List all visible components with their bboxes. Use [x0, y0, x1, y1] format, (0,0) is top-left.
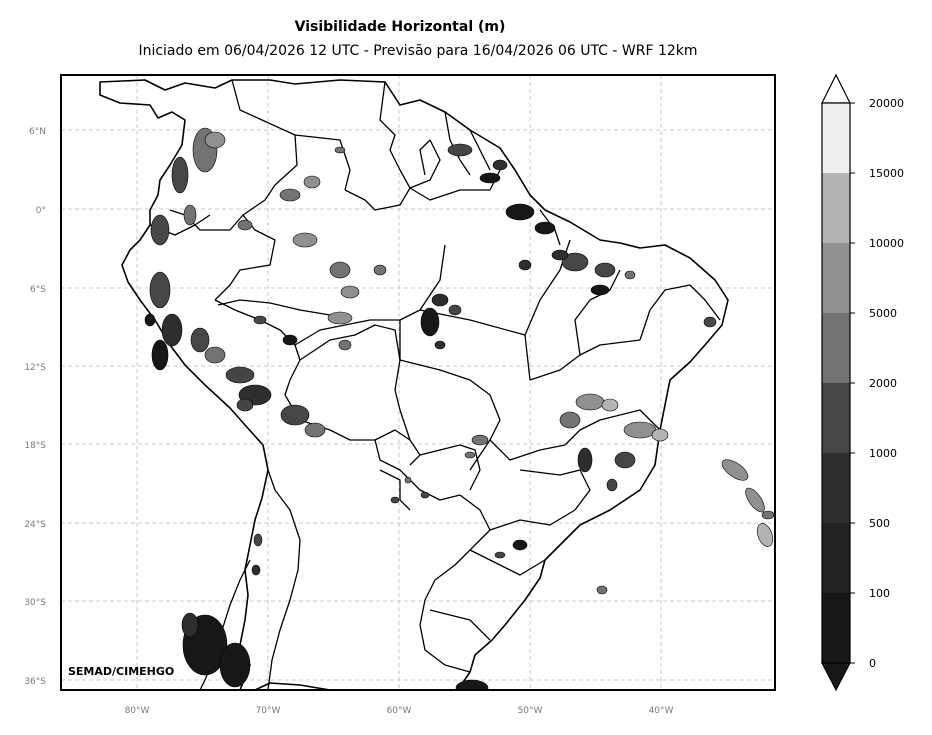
lat-label-36s: 36°S — [24, 677, 46, 687]
country-borders — [149, 79, 721, 690]
colorbar-tick-label: 20000 — [869, 97, 904, 110]
colorbar-band — [822, 523, 850, 593]
colorbar-band — [822, 313, 850, 383]
lon-label-40w: 40°W — [649, 706, 674, 716]
lat-label-30s: 30°S — [24, 598, 46, 608]
colorbar-tick-label: 0 — [869, 657, 876, 670]
lat-label-6s: 6°S — [30, 285, 46, 295]
lon-label-60w: 60°W — [387, 706, 412, 716]
colorbar: 20000 15000 10000 5000 2000 1000 500 100… — [821, 73, 904, 692]
lat-label-0: 0° — [36, 206, 46, 216]
lon-label-70w: 70°W — [256, 706, 281, 716]
lat-label-24s: 24°S — [24, 520, 46, 530]
colorbar-band — [822, 243, 850, 313]
coastline — [99, 79, 729, 690]
map-subtitle: Iniciado em 06/04/2026 12 UTC - Previsão… — [138, 43, 698, 59]
colorbar-tick-label: 2000 — [869, 377, 897, 390]
colorbar-band — [822, 453, 850, 523]
visibility-patches — [144, 127, 775, 690]
colorbar-tick-label: 1000 — [869, 447, 897, 460]
colorbar-tick-label: 15000 — [869, 167, 904, 180]
lon-label-80w: 80°W — [125, 706, 150, 716]
colorbar-tick-label: 500 — [869, 517, 890, 530]
lon-label-50w: 50°W — [518, 706, 543, 716]
credit-label: SEMAD/CIMEHGO — [68, 665, 174, 678]
colorbar-tick-label: 10000 — [869, 237, 904, 250]
colorbar-tick-label: 5000 — [869, 307, 897, 320]
lat-label-12s: 12°S — [24, 363, 46, 373]
colorbar-band — [822, 173, 850, 243]
colorbar-extend-bottom — [821, 662, 851, 692]
colorbar-band — [822, 103, 850, 173]
map-gridlines — [61, 75, 775, 690]
colorbar-band — [822, 383, 850, 453]
colorbar-tick-label: 100 — [869, 587, 890, 600]
colorbar-band — [822, 593, 850, 663]
lat-label-18s: 18°S — [24, 441, 46, 451]
map-frame — [60, 74, 776, 691]
map-title: Visibilidade Horizontal (m) — [294, 19, 506, 35]
lat-label-6n: 6°N — [29, 127, 46, 137]
colorbar-extend-top — [821, 73, 851, 104]
